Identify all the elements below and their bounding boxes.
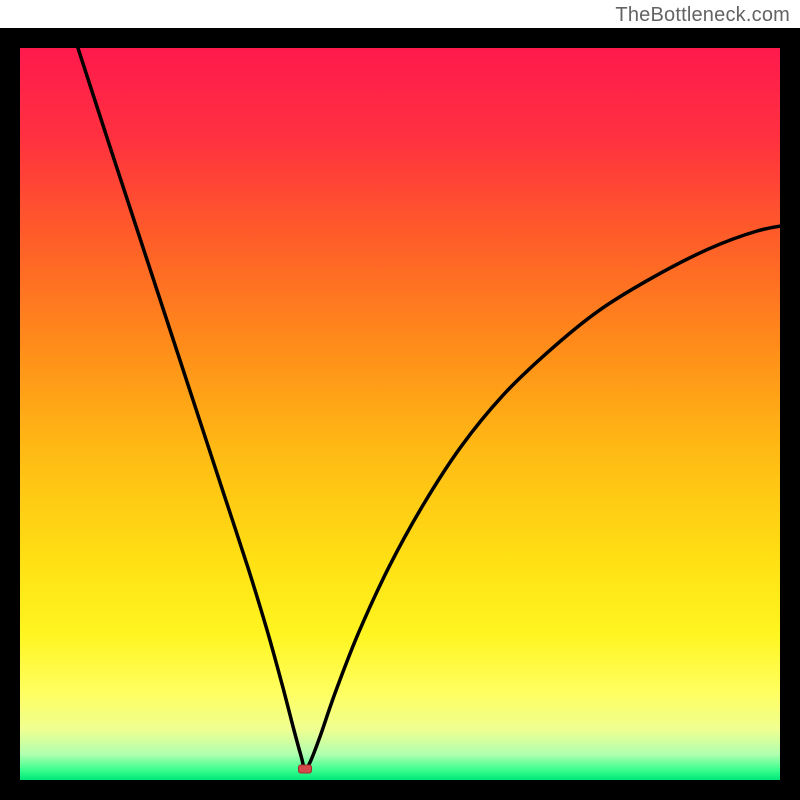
chart-stage: TheBottleneck.com <box>0 0 800 800</box>
min-point-marker <box>298 765 312 774</box>
watermark-text: TheBottleneck.com <box>615 4 790 27</box>
curve-path <box>73 48 780 769</box>
plot-area <box>20 48 780 780</box>
bottleneck-curve <box>20 48 780 780</box>
